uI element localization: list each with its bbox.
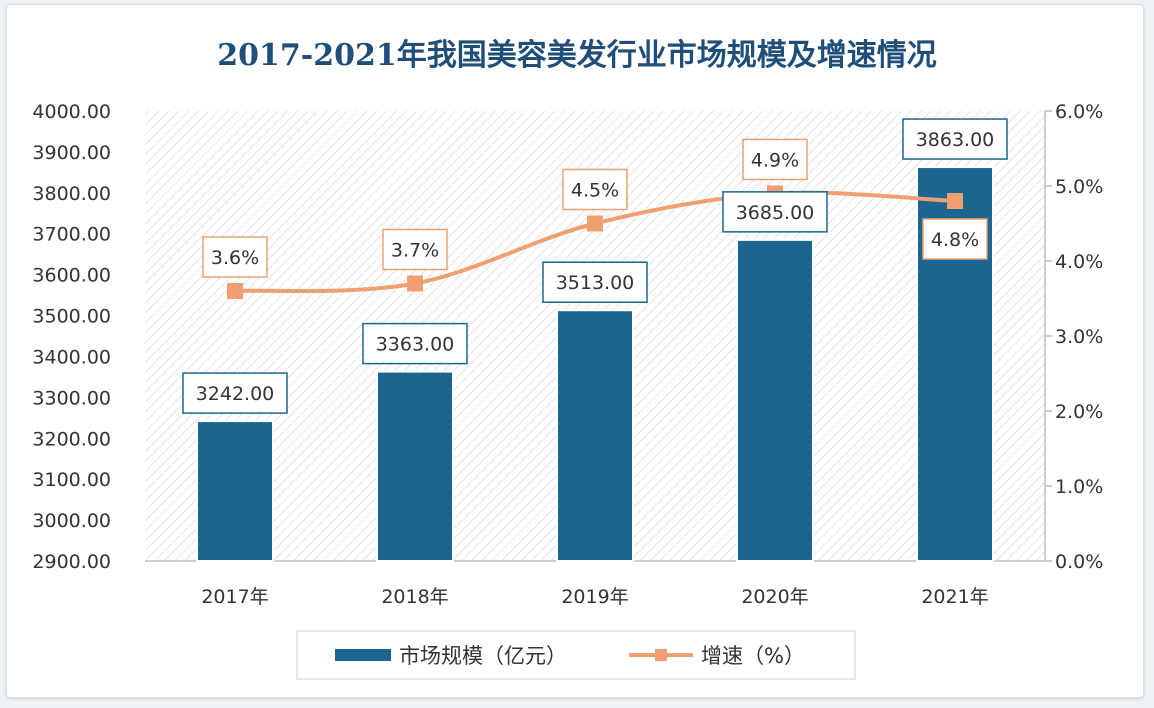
bar-data-label: 3513.00 (556, 272, 635, 294)
y-left-tick-label: 2900.00 (32, 551, 111, 573)
x-tick-label: 2018年 (381, 586, 448, 608)
bar-data-label: 3685.00 (736, 202, 815, 224)
x-tick-label: 2021年 (921, 586, 988, 608)
legend-line-label: 增速（%） (701, 644, 805, 668)
bar (196, 420, 274, 562)
line-marker (227, 283, 243, 299)
bar-data-labels: 3242.00 3363.00 3513.00 3685.00 3863.00 (182, 118, 1008, 414)
chart-card: 2017-2021年我国美容美发行业市场规模及增速情况 2900.00 3000.… (6, 4, 1144, 698)
bar-data-label: 3242.00 (196, 383, 275, 405)
bar-label-box (902, 118, 1008, 160)
line-marker (587, 215, 603, 232)
x-tick-label: 2020年 (741, 586, 808, 608)
y-right-tick-label: 1.0% (1055, 476, 1103, 498)
bar-data-label: 3863.00 (916, 129, 995, 151)
y-left-tick-label: 3000.00 (32, 510, 111, 532)
line-label-box (562, 168, 628, 211)
bar-label-box (542, 261, 648, 303)
y-left-tick-label: 3700.00 (32, 224, 111, 246)
bar-label-box (182, 372, 288, 414)
chart: 2017-2021年我国美容美发行业市场规模及增速情况 2900.00 3000.… (32, 38, 1103, 680)
y-axis-left-ticks: 2900.00 3000.00 3100.00 3200.00 3300.00 3400.… (32, 101, 111, 573)
line-label-box (742, 138, 808, 181)
line-marker (947, 193, 963, 209)
line-data-label: 3.7% (391, 240, 439, 262)
y-left-tick-label: 3900.00 (32, 142, 111, 164)
bar-label-box (722, 191, 828, 233)
legend-bar-label: 市场规模（亿元） (399, 644, 567, 668)
line-data-label: 3.6% (211, 247, 259, 269)
legend: 市场规模（亿元） 增速（%） (296, 630, 856, 680)
y-right-tick-label: 3.0% (1055, 326, 1103, 348)
y-left-tick-label: 3400.00 (32, 346, 111, 368)
y-right-tick-label: 2.0% (1055, 401, 1103, 423)
y-right-tick-label: 5.0% (1055, 176, 1103, 198)
bar (556, 309, 634, 562)
legend-bar-swatch (335, 649, 391, 661)
y-left-tick-label: 3200.00 (32, 428, 111, 450)
y-left-tick-label: 4000.00 (32, 101, 111, 123)
line-data-labels: 3.6% 3.7% 4.5% 4.9% 4.8% (202, 138, 988, 278)
y-left-tick-label: 3800.00 (32, 183, 111, 205)
y-left-tick-label: 3100.00 (32, 469, 111, 491)
y-left-tick-label: 3300.00 (32, 387, 111, 409)
line-label-box (382, 228, 448, 271)
line-data-label: 4.5% (571, 180, 619, 202)
legend-line-marker (655, 649, 667, 661)
line-label-box (202, 236, 268, 278)
bar (376, 370, 454, 562)
x-tick-label: 2017年 (201, 586, 268, 608)
line-label-box (922, 218, 988, 260)
y-right-tick-label: 6.0% (1055, 101, 1103, 123)
y-left-tick-label: 3500.00 (32, 306, 111, 328)
bar-label-box (362, 322, 468, 365)
line-marker (407, 275, 423, 292)
x-tick-label: 2019年 (561, 586, 628, 608)
y-left-tick-label: 3600.00 (32, 265, 111, 287)
y-axis-right-ticks: 0.0% 1.0% 2.0% 3.0% 4.0% 5.0% 6.0% (1045, 101, 1103, 573)
bar-data-label: 3363.00 (376, 334, 455, 356)
y-right-tick-label: 0.0% (1055, 551, 1103, 573)
y-right-tick-label: 4.0% (1055, 251, 1103, 273)
chart-title: 2017-2021年我国美容美发行业市场规模及增速情况 (217, 38, 936, 73)
line-data-label: 4.8% (931, 229, 979, 251)
x-axis-ticks: 2017年 2018年 2019年 2020年 2021年 (201, 586, 988, 608)
bar (736, 238, 814, 562)
line-data-label: 4.9% (751, 150, 799, 172)
